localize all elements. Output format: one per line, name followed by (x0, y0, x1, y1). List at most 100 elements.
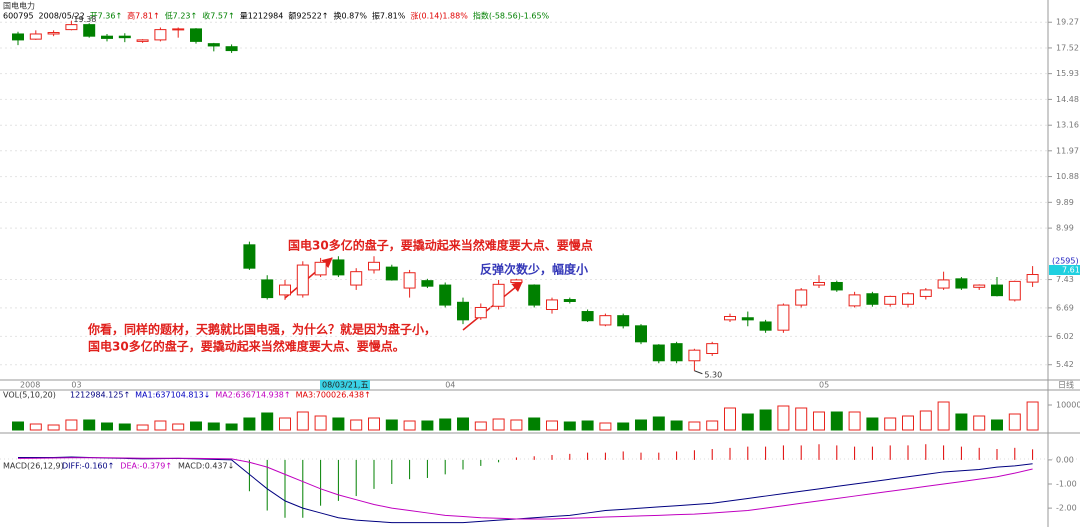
candle-body (581, 311, 594, 322)
legend-item: MA1:637104.813↓ (135, 391, 210, 400)
legend-item: MACD:0.437↓ (178, 462, 234, 471)
y-tick-label: 17.52 (1056, 43, 1079, 52)
volume-bar (528, 417, 541, 431)
candle-body (314, 261, 327, 276)
volume-bar (101, 422, 113, 431)
volume-bar (368, 417, 380, 431)
annotation: 你看，同样的题材，天鹅就比国电强，为什么？就是因为盘子小， (87, 322, 436, 337)
volume-bar (296, 411, 309, 431)
candle-body (670, 343, 683, 362)
candle-body (439, 284, 452, 306)
volume-bar (777, 405, 790, 431)
volume-bar (1026, 401, 1039, 431)
candle-body (528, 284, 541, 306)
x-tick-label: 2008 (20, 381, 40, 390)
volume-bar (741, 413, 754, 431)
volume-bar (884, 417, 897, 431)
volume-bar (29, 423, 42, 431)
y-tick-label: 0.00 (1056, 455, 1074, 464)
candle-body (1008, 280, 1021, 301)
period-label: 日线 (1058, 380, 1074, 390)
cursor-date: 08/03/21,五 (322, 381, 368, 390)
volume-bar (670, 420, 683, 431)
legend-item: 收7.57↑ (202, 11, 235, 21)
legend-item: DIFF:-0.160↑ (62, 462, 114, 471)
volume-bar (706, 420, 719, 431)
y-tick-label: -1.00 (1056, 480, 1077, 489)
candle-body (207, 43, 220, 47)
candle-body (777, 304, 790, 331)
candle-body (47, 32, 60, 35)
x-tick-label: 03 (71, 381, 81, 390)
legend-item: 换0.87% (334, 11, 368, 21)
legend-item: 量1212984 (240, 12, 284, 21)
candle-body (296, 264, 309, 296)
volume-title: VOL(5,10,20) (3, 391, 56, 400)
candle-body (136, 39, 149, 42)
volume-bar (546, 420, 558, 431)
low-label: 5.30 (704, 370, 722, 379)
volume-bar (617, 422, 630, 431)
volume-bar (510, 419, 523, 431)
candle-body (101, 35, 113, 39)
candle-body (350, 271, 363, 286)
volume-bar (403, 420, 416, 431)
candle-body (599, 315, 612, 326)
legend-item: 2008/05/22 (39, 12, 85, 21)
y-tick-label: 9.89 (1056, 198, 1074, 207)
x-tick-label: 05 (819, 381, 829, 390)
candle-body (403, 272, 416, 289)
volume-bar (350, 419, 363, 431)
volume-bar (635, 419, 647, 431)
legend-item: DEA:-0.379↑ (120, 462, 172, 471)
legend-item: MA2:636714.938↑ (215, 391, 290, 400)
candle-body (919, 289, 932, 297)
volume-bar (866, 417, 879, 431)
volume-bar (261, 412, 274, 431)
volume-bar (421, 420, 434, 431)
cursor-date-box (320, 380, 370, 390)
legend-item: 600795 (3, 12, 34, 21)
candle-body (457, 301, 469, 321)
candle-body (29, 33, 42, 40)
legend-item: 开7.36↑ (90, 12, 123, 21)
x-tick-label: 04 (445, 381, 455, 390)
volume-bar (457, 417, 469, 431)
stock-name: 国电电力 (3, 1, 35, 11)
candle-body (884, 295, 897, 305)
volume-bar (724, 407, 736, 431)
y-tick-label: 11.97 (1056, 146, 1079, 155)
candle-body (706, 343, 719, 355)
annotation: 国电30多亿的盘子，要撬动起来当然难度要大点、要慢点。 (88, 339, 405, 354)
y-tick-label: 14.48 (1056, 95, 1079, 104)
volume-bar (207, 422, 220, 431)
volume-bar (973, 415, 986, 431)
candle-body (688, 349, 701, 362)
candle-body (724, 315, 736, 321)
candle-body (991, 284, 1003, 297)
candle-body (385, 266, 398, 281)
y-tick-label: 19.27 (1056, 18, 1079, 27)
volume-bar (759, 409, 772, 431)
y-tick-label: -2.00 (1056, 504, 1077, 513)
candle-body (492, 283, 505, 307)
candle-body (83, 24, 96, 37)
volume-bar (902, 415, 914, 431)
y-tick-label: 6.69 (1056, 303, 1074, 312)
candle-body (973, 284, 986, 288)
candle-body (546, 299, 558, 311)
volume-bar (688, 421, 701, 431)
volume-bar (1008, 413, 1021, 431)
volume-bar (385, 419, 398, 431)
candle-body (332, 259, 345, 276)
volume-bar (848, 411, 861, 431)
candle-body (866, 293, 879, 305)
candle-body (243, 244, 256, 269)
candle-body (154, 29, 167, 41)
candle-body (563, 299, 576, 303)
volume-bar (474, 421, 487, 431)
volume-bar (83, 419, 96, 431)
candle-body (65, 24, 78, 31)
